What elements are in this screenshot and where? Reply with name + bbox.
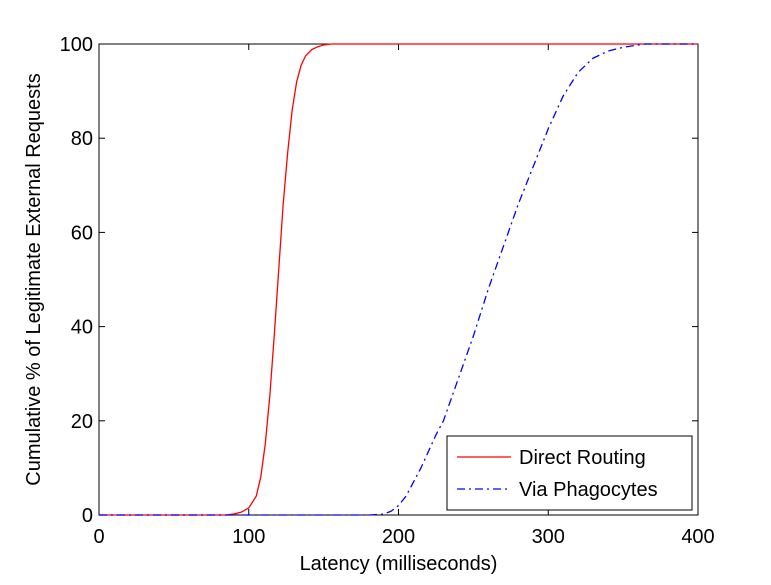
legend-label-via-phagocytes: Via Phagocytes (519, 479, 658, 501)
x-tick-label: 200 (382, 526, 415, 548)
legend: Direct Routing Via Phagocytes (446, 435, 693, 511)
y-tick-label: 80 (71, 128, 93, 150)
x-tick-label: 100 (232, 526, 265, 548)
x-tick-label: 0 (93, 526, 104, 548)
y-tick-label: 100 (60, 34, 93, 56)
y-tick-label: 0 (82, 505, 93, 527)
x-axis-title: Latency (milliseconds) (300, 553, 498, 575)
series-line-direct-routing (99, 43, 698, 516)
y-axis-title: Cumulative % of Legitimate External Requ… (23, 73, 45, 485)
x-tick-labels: 0 100 200 300 400 (93, 526, 714, 548)
x-tick-label: 300 (532, 526, 565, 548)
y-tick-label: 60 (71, 222, 93, 244)
legend-box (446, 435, 693, 511)
y-tick-label: 20 (71, 411, 93, 433)
x-tick-label: 400 (681, 526, 714, 548)
series-layer (99, 43, 698, 516)
y-tick-labels: 0 20 40 60 80 100 (60, 34, 93, 527)
y-tick-label: 40 (71, 317, 93, 339)
legend-label-direct-routing: Direct Routing (519, 447, 646, 469)
